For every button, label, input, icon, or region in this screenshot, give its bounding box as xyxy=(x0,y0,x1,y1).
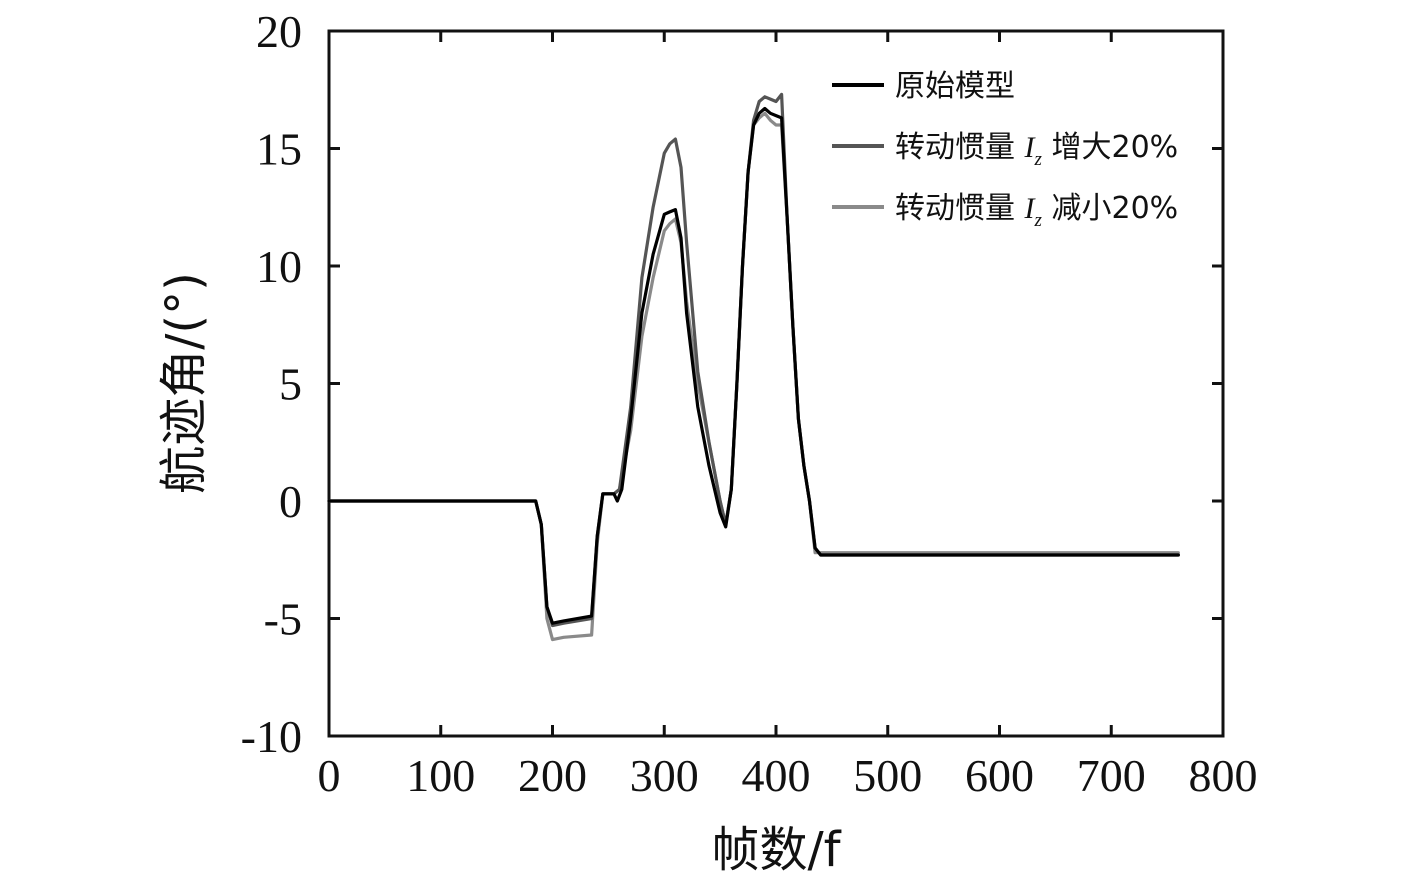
series-line-1 xyxy=(327,92,1180,628)
x-tick-label: 400 xyxy=(742,750,811,801)
legend-label-prefix: 原始模型 xyxy=(895,69,1015,104)
x-tick-label: 300 xyxy=(630,750,699,801)
y-tick-label: -5 xyxy=(264,594,302,645)
legend-label-0: 原始模型 xyxy=(895,69,1015,104)
series-layer xyxy=(327,92,1180,642)
x-tick-label: 700 xyxy=(1077,750,1146,801)
legend-label-suffix: 减小20% xyxy=(1042,191,1178,226)
legend-label-suffix: 增大20% xyxy=(1042,130,1178,165)
legend-label-var: I xyxy=(1024,192,1037,225)
y-tick-label: -10 xyxy=(241,711,302,762)
x-tick-label: 500 xyxy=(853,750,922,801)
x-tick-label: 200 xyxy=(518,750,587,801)
series-line-0 xyxy=(327,106,1180,625)
x-tick-label: 600 xyxy=(965,750,1034,801)
legend-label-sub: z xyxy=(1034,149,1043,170)
legend-label-prefix: 转动惯量 xyxy=(895,130,1025,165)
y-tick-label: 15 xyxy=(256,124,302,175)
y-tick-label: 0 xyxy=(279,476,302,527)
x-tick-label: 0 xyxy=(318,750,341,801)
x-tick-label: 100 xyxy=(406,750,475,801)
y-tick-label: 5 xyxy=(279,359,302,410)
axes: 0 100 200 300 400 500 600 700 800 -10 -5 0 5 10 15 20 xyxy=(241,6,1258,801)
legend-label-var: I xyxy=(1024,131,1037,164)
x-tick-label: 800 xyxy=(1189,750,1258,801)
y-axis-title: 航迹角/(°) xyxy=(156,272,212,494)
y-tick-label: 20 xyxy=(256,6,302,57)
x-axis-title: 帧数/f xyxy=(711,822,841,878)
legend-label-2: 转动惯量 Iz 减小20% xyxy=(895,191,1178,231)
y-tick-label: 10 xyxy=(256,241,302,292)
legend-label-sub: z xyxy=(1034,210,1043,231)
legend-label-prefix: 转动惯量 xyxy=(895,191,1025,226)
legend-label-1: 转动惯量 Iz 增大20% xyxy=(895,130,1178,170)
